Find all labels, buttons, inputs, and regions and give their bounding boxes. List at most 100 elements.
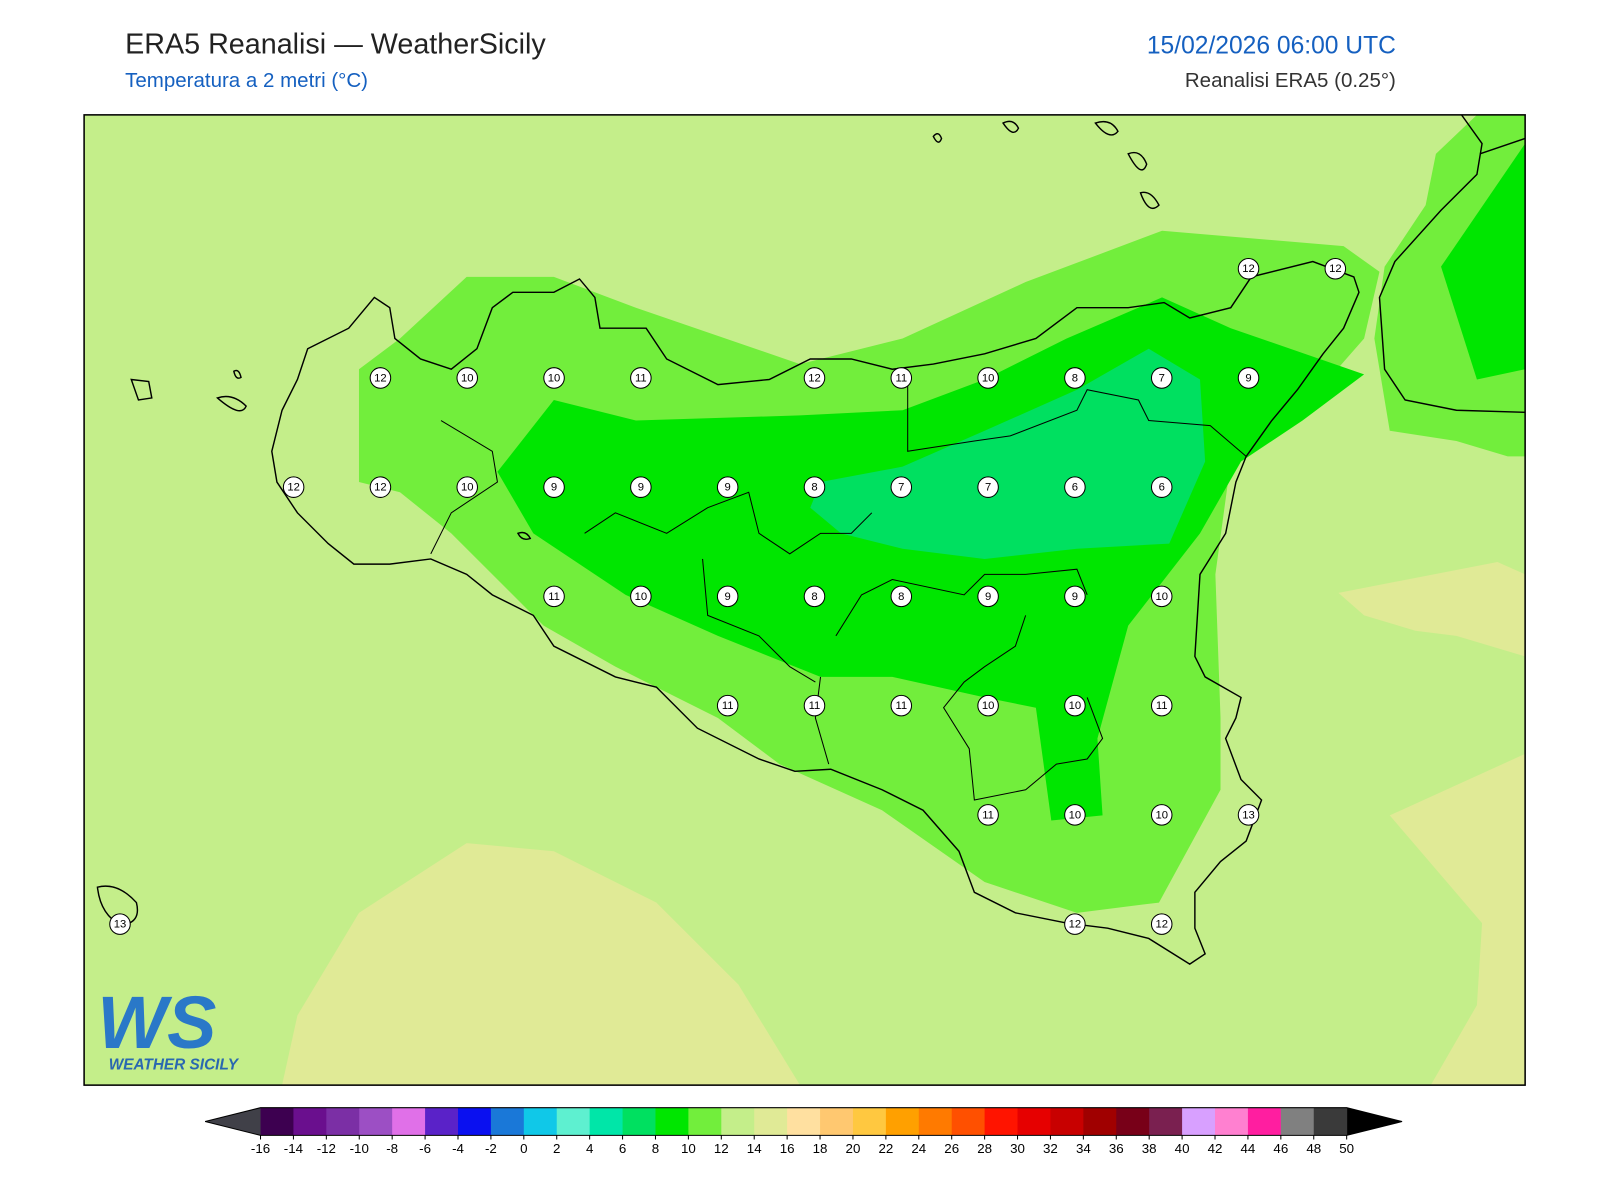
station-marker xyxy=(630,585,652,608)
source: Reanalisi ERA5 (0.25°) xyxy=(1185,69,1396,92)
colorbar-tick-label: 28 xyxy=(977,1141,992,1156)
station-value: 9 xyxy=(551,482,557,494)
colorbar-box xyxy=(885,1107,920,1136)
station-marker xyxy=(890,367,913,389)
logo-mark: WS xyxy=(97,981,216,1064)
coastlines xyxy=(96,114,1526,965)
colorbar-tick-label: 22 xyxy=(878,1141,893,1156)
station-marker xyxy=(977,585,999,608)
colorbar-box xyxy=(820,1107,854,1136)
station-value: 12 xyxy=(1069,919,1082,931)
colorbar-box xyxy=(721,1107,755,1136)
islands xyxy=(96,120,1160,926)
colorbar-box xyxy=(1116,1107,1150,1136)
colorbar-tick-label: 46 xyxy=(1273,1141,1288,1156)
colorbar-box xyxy=(1017,1107,1051,1136)
station-marker xyxy=(369,367,392,389)
colorbar-box xyxy=(523,1107,558,1136)
colorbar-tick-label: 50 xyxy=(1339,1141,1354,1156)
colorbar-tick-label: -2 xyxy=(485,1141,497,1156)
colorbar-tick-label: 12 xyxy=(714,1141,729,1156)
map-frame xyxy=(83,114,1526,1086)
colorbar-box xyxy=(1247,1107,1282,1136)
station-value: 10 xyxy=(982,372,995,384)
station-marker xyxy=(803,367,826,389)
colorbar-tick-label: 34 xyxy=(1076,1141,1091,1156)
station-marker xyxy=(1237,257,1260,280)
station-value: 11 xyxy=(635,372,647,384)
station-value: 9 xyxy=(725,591,731,603)
colorbar-tick-label: 14 xyxy=(747,1141,762,1156)
station-marker xyxy=(890,585,913,608)
station-value: 10 xyxy=(461,482,474,494)
colorbar-tick-label: -4 xyxy=(452,1141,464,1156)
station-marker xyxy=(1064,913,1086,935)
field-16 xyxy=(1389,753,1526,1086)
station-marker xyxy=(630,476,652,498)
colorbar-tick-label: 0 xyxy=(520,1141,527,1156)
station-value: 12 xyxy=(1242,263,1255,275)
colorbar-box xyxy=(425,1107,459,1136)
colorbar-tick-label: 42 xyxy=(1208,1141,1223,1156)
station-value: 11 xyxy=(895,372,907,384)
colorbar-tick-label: 6 xyxy=(619,1141,626,1156)
colorbar-box xyxy=(1280,1107,1315,1136)
colorbar-box xyxy=(688,1107,722,1136)
colorbar-box xyxy=(1083,1107,1117,1136)
colorbar-box xyxy=(392,1107,426,1136)
colorbar-box xyxy=(1182,1107,1216,1136)
colorbar-box xyxy=(1050,1107,1084,1136)
field-10 xyxy=(1441,143,1526,380)
station-marker xyxy=(369,476,392,498)
station-value: 10 xyxy=(1069,700,1082,712)
station-marker xyxy=(1237,804,1260,826)
station-value: 7 xyxy=(985,482,991,494)
station-marker xyxy=(716,476,739,498)
subtitle: Temperatura a 2 metri (°C) xyxy=(125,69,368,92)
station-value: 6 xyxy=(1072,482,1078,494)
colorbar-box xyxy=(787,1107,821,1136)
station-marker xyxy=(803,585,826,608)
station-value: 6 xyxy=(1159,482,1165,494)
station-marker xyxy=(543,367,565,389)
province-borders xyxy=(430,369,1247,801)
station-marker xyxy=(630,367,652,389)
station-value: 11 xyxy=(895,700,907,712)
station-marker xyxy=(456,367,479,389)
colorbar-tick-label: 24 xyxy=(911,1141,926,1156)
station-value: 13 xyxy=(114,919,127,931)
field-16 xyxy=(282,843,800,1086)
colorbar-tick-label: 20 xyxy=(846,1141,861,1156)
station-value: 10 xyxy=(461,372,474,384)
station-value: 9 xyxy=(985,591,991,603)
logo-name: WEATHER SICILY xyxy=(109,1057,240,1074)
station-marker xyxy=(282,476,305,498)
colorbar-tick-label: -10 xyxy=(350,1141,369,1156)
colorbar-box xyxy=(556,1107,591,1136)
station-value: 10 xyxy=(635,591,648,603)
station-marker xyxy=(977,476,999,498)
station-value: 10 xyxy=(1069,809,1082,821)
colorbar-tick-label: -8 xyxy=(386,1141,398,1156)
station-value: 12 xyxy=(374,372,387,384)
colorbar-tick-label: 8 xyxy=(652,1141,659,1156)
colorbar-box xyxy=(852,1107,887,1136)
station-marker xyxy=(890,476,913,498)
colorbar-under xyxy=(205,1107,261,1136)
colorbar-outline xyxy=(205,1107,1403,1136)
colorbar-box xyxy=(293,1107,327,1136)
colorbar-tick-label: -6 xyxy=(419,1141,431,1156)
station-marker xyxy=(977,367,999,389)
colorbar-tick-label: 26 xyxy=(944,1141,959,1156)
station-marker xyxy=(716,585,739,608)
colorbar-box xyxy=(1313,1107,1348,1136)
station-marker xyxy=(1064,367,1086,389)
station-marker xyxy=(716,694,739,717)
station-value: 10 xyxy=(548,372,561,384)
station-marker xyxy=(109,913,131,935)
station-marker xyxy=(543,476,565,498)
station-marker xyxy=(977,694,999,717)
station-value: 8 xyxy=(811,591,817,603)
colorbar-tick-label: -16 xyxy=(251,1141,270,1156)
station-marker xyxy=(1237,367,1260,389)
